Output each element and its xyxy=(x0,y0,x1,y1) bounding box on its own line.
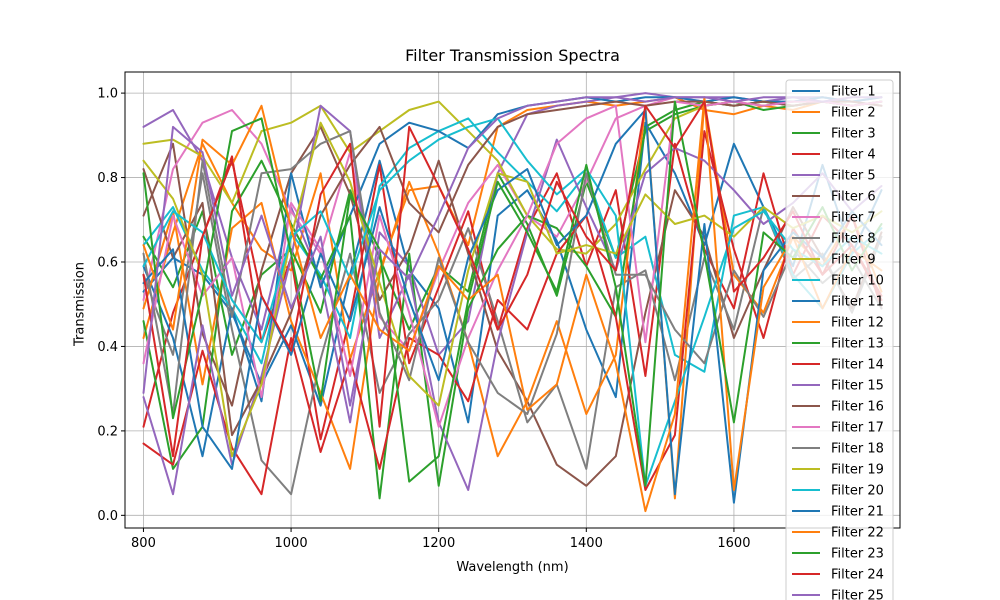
legend: Filter 1 Filter 2 Filter 3 Filter 4 Filter 5… xyxy=(785,79,894,600)
y-axis-label: Transmission xyxy=(72,262,88,346)
series-line-filter-3 xyxy=(142,100,883,356)
legend-label: Filter 17 xyxy=(831,421,884,436)
series-line-filter-20 xyxy=(142,117,883,487)
series-line-filter-25 xyxy=(142,96,883,407)
legend-label: Filter 19 xyxy=(831,463,884,478)
y-tick-label: 0.6 xyxy=(97,256,118,271)
legend-label: Filter 4 xyxy=(831,148,876,163)
plot-frame xyxy=(124,71,901,529)
legend-label: Filter 6 xyxy=(831,190,876,205)
legend-label: Filter 10 xyxy=(831,274,884,289)
series-line-filter-10 xyxy=(142,117,883,373)
legend-label: Filter 7 xyxy=(831,211,876,226)
legend-label: Filter 9 xyxy=(831,253,876,268)
legend-label: Filter 12 xyxy=(831,316,884,331)
legend-label: Filter 18 xyxy=(831,442,884,457)
chart-title: Filter Transmission Spectra xyxy=(405,46,620,65)
series-line-filter-22 xyxy=(142,96,883,513)
legend-label: Filter 2 xyxy=(831,106,876,121)
legend-label: Filter 15 xyxy=(831,379,884,394)
series-lines xyxy=(142,92,883,513)
x-tick-label: 1200 xyxy=(422,536,455,551)
legend-label: Filter 5 xyxy=(831,169,876,184)
y-tick-label: 0.8 xyxy=(97,171,118,186)
legend-label: Filter 22 xyxy=(831,526,884,541)
x-axis-label: Wavelength (nm) xyxy=(456,560,569,575)
legend-label: Filter 16 xyxy=(831,400,884,415)
legend-label: Filter 21 xyxy=(831,505,884,520)
legend-label: Filter 20 xyxy=(831,484,884,499)
legend-label: Filter 24 xyxy=(831,568,884,583)
x-tick-label: 800 xyxy=(131,536,156,551)
legend-label: Filter 23 xyxy=(831,547,884,562)
axis-ticks: 800 1000 1200 1400 1600 0.0 0.2 0.4 0.6 0.8 1.0 xyxy=(97,87,750,551)
y-tick-label: 0.2 xyxy=(97,424,118,439)
series-line-filter-19 xyxy=(142,121,883,458)
legend-label: Filter 8 xyxy=(831,232,876,247)
legend-label: Filter 11 xyxy=(831,295,884,310)
legend-box xyxy=(785,79,894,600)
y-tick-label: 1.0 xyxy=(97,87,118,102)
y-tick-label: 0.0 xyxy=(97,509,118,524)
y-tick-label: 0.4 xyxy=(97,340,118,355)
x-tick-label: 1000 xyxy=(275,536,308,551)
legend-label: Filter 13 xyxy=(831,337,884,352)
series-line-filter-24 xyxy=(142,100,883,458)
x-tick-label: 1400 xyxy=(570,536,603,551)
x-tick-label: 1600 xyxy=(717,536,750,551)
series-line-filter-6 xyxy=(142,125,883,487)
legend-label: Filter 25 xyxy=(831,589,884,600)
legend-label: Filter 1 xyxy=(831,85,876,100)
legend-label: Filter 3 xyxy=(831,127,876,142)
legend-label: Filter 14 xyxy=(831,358,884,373)
